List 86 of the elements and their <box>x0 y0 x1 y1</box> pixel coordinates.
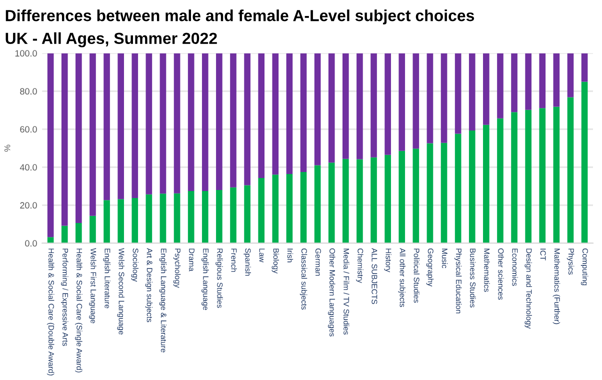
bar <box>300 53 307 172</box>
y-tick-label: 60.0 <box>20 126 37 133</box>
bar <box>47 53 54 238</box>
bar <box>356 53 363 160</box>
bar <box>539 53 546 108</box>
bar <box>132 198 138 244</box>
bar <box>146 53 152 194</box>
bar <box>483 124 490 244</box>
bar <box>216 190 222 244</box>
bar <box>230 187 236 244</box>
bar <box>230 53 236 188</box>
bar <box>567 53 574 98</box>
bar <box>61 53 68 226</box>
bar <box>356 159 363 244</box>
y-tick-label: 0.0 <box>25 240 37 247</box>
y-tick-label: 20.0 <box>20 202 37 209</box>
bar <box>104 200 110 244</box>
bar <box>426 53 434 144</box>
bar <box>258 53 265 178</box>
bar <box>244 185 250 244</box>
bar <box>567 97 574 244</box>
chart-subtitle: UK - All Ages, Summer 2022 <box>6 32 217 48</box>
bar <box>328 162 335 244</box>
bar <box>384 53 391 155</box>
y-tick-label: 100.0 <box>15 50 37 57</box>
bar <box>300 172 307 244</box>
bar <box>90 216 96 244</box>
bar <box>90 53 96 216</box>
bar <box>160 53 166 194</box>
bar <box>188 53 194 191</box>
y-tick-label: 80.0 <box>20 88 37 95</box>
bar <box>468 53 476 131</box>
bar <box>370 157 377 244</box>
bar <box>132 53 138 198</box>
bar <box>454 53 462 134</box>
bar <box>581 82 588 244</box>
bar <box>174 53 180 194</box>
bar <box>483 53 490 125</box>
bar <box>104 53 110 200</box>
bar <box>202 53 208 191</box>
bar <box>398 150 406 244</box>
bar <box>272 53 279 175</box>
chart-title: Differences between male and female A-Level subject choices <box>6 10 474 24</box>
bar <box>272 174 279 244</box>
bar <box>511 112 518 244</box>
bar <box>342 158 349 244</box>
bar <box>146 194 152 244</box>
bar <box>525 53 532 110</box>
bar <box>412 53 420 149</box>
bar <box>76 223 82 244</box>
bar <box>539 108 546 244</box>
y-tick-label: 40.0 <box>20 164 37 171</box>
bar <box>384 154 391 244</box>
bar <box>412 148 420 244</box>
bar <box>286 53 293 174</box>
bar <box>426 143 434 244</box>
bar <box>511 53 518 112</box>
bar <box>188 190 194 244</box>
bar <box>454 134 462 244</box>
bar <box>174 193 180 244</box>
bar <box>342 53 349 159</box>
bar <box>314 165 321 244</box>
bar <box>314 53 321 166</box>
bar <box>370 53 377 158</box>
bar <box>398 53 406 151</box>
bar <box>440 53 448 143</box>
bar <box>244 53 250 186</box>
bar <box>118 199 124 244</box>
bar <box>61 226 68 244</box>
y-axis-title: % <box>4 144 10 152</box>
bar <box>525 110 532 244</box>
bar <box>258 178 265 244</box>
bar <box>216 53 222 190</box>
bar <box>553 106 560 244</box>
bar <box>328 53 335 163</box>
bar <box>497 53 504 118</box>
bar <box>440 142 448 244</box>
bar <box>581 53 588 82</box>
bar <box>468 130 476 244</box>
bar <box>497 118 504 244</box>
bar <box>553 53 560 107</box>
bar <box>286 174 293 244</box>
bar <box>118 53 124 200</box>
bar <box>202 190 208 244</box>
bar <box>160 194 166 244</box>
bar <box>76 53 82 224</box>
